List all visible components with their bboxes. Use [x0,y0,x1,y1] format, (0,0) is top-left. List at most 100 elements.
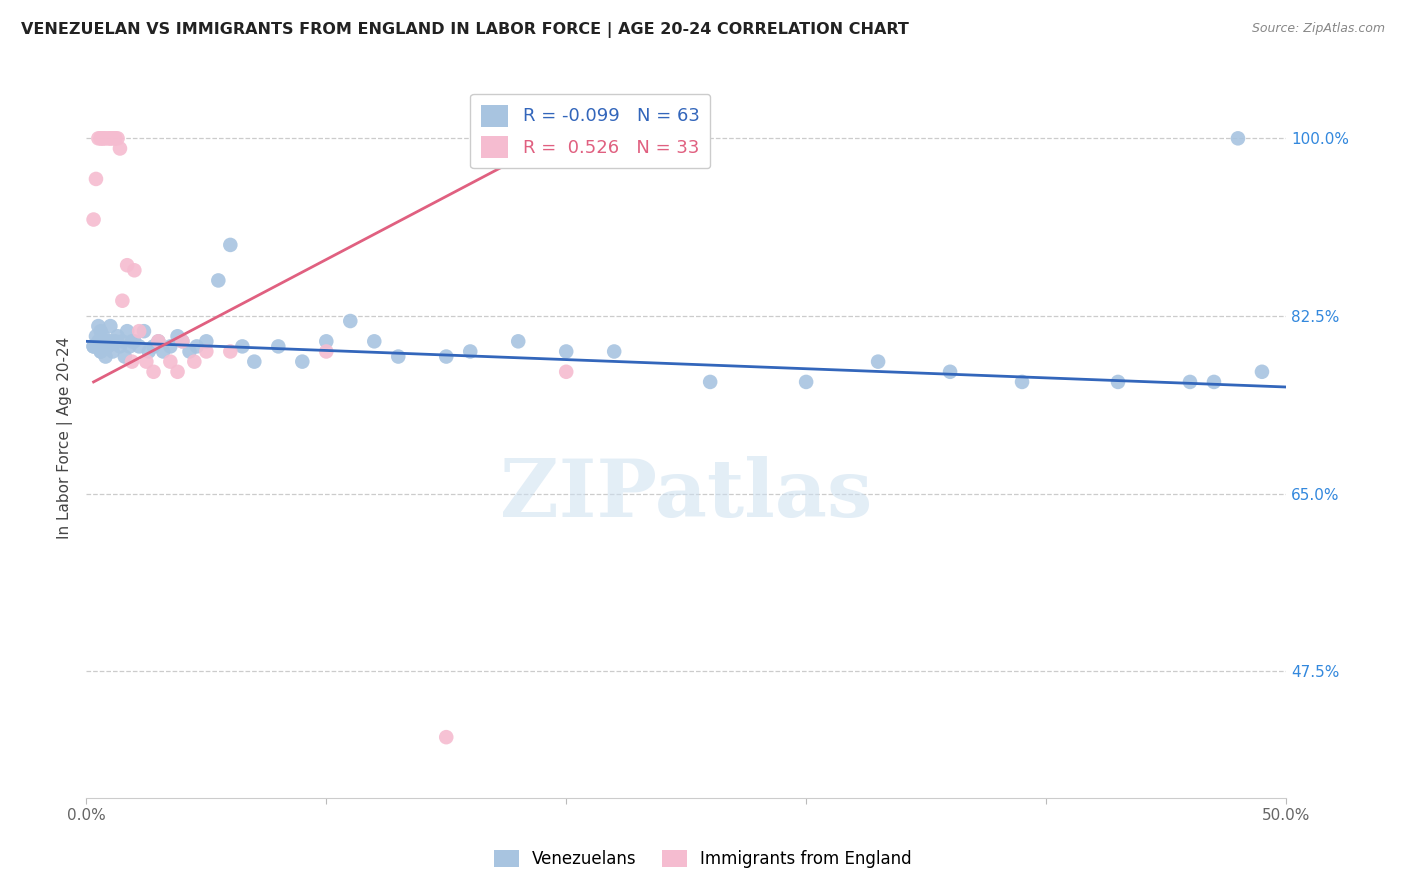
Point [868,354,890,368]
Point [87,131,110,145]
Point [97,131,120,145]
Text: Source: ZipAtlas.com: Source: ZipAtlas.com [1251,22,1385,36]
Text: VENEZUELAN VS IMMIGRANTS FROM ENGLAND IN LABOR FORCE | AGE 20-24 CORRELATION CHA: VENEZUELAN VS IMMIGRANTS FROM ENGLAND IN… [21,22,908,38]
Point [94,334,117,349]
Point [94,131,117,145]
Point [115,324,138,338]
Point [267,339,290,353]
Point [434,730,457,744]
Point [132,324,155,338]
Point [195,334,218,349]
Point [121,354,143,368]
Point [97,339,120,353]
Point [94,334,117,349]
Point [291,354,314,368]
Point [939,365,962,379]
Point [118,339,141,353]
Point [148,334,170,349]
Point [111,334,134,349]
Y-axis label: In Labor Force | Age 20-24: In Labor Force | Age 20-24 [58,336,73,539]
Point [207,273,229,287]
Point [98,319,121,334]
Point [172,334,194,349]
Point [219,238,242,252]
Point [91,131,114,145]
Point [84,172,107,186]
Point [135,354,157,368]
Point [104,334,127,349]
Point [434,350,457,364]
Point [108,141,131,155]
Point [98,334,121,349]
Point [699,375,721,389]
Point [101,131,124,145]
Point [83,212,105,227]
Point [315,334,337,349]
Point [104,131,127,145]
Point [90,344,112,359]
Point [195,344,218,359]
Point [108,339,131,353]
Point [87,319,110,334]
Point [179,344,201,359]
Point [124,263,146,277]
Point [138,344,160,359]
Point [90,324,112,338]
Point [603,344,626,359]
Point [91,329,114,343]
Point [128,339,150,353]
Point [1226,131,1249,145]
Point [94,350,117,364]
Point [315,344,337,359]
Point [508,334,530,349]
Point [84,329,107,343]
Point [555,344,578,359]
Point [115,258,138,272]
Point [243,354,266,368]
Point [91,131,114,145]
Point [148,334,170,349]
Point [1107,375,1129,389]
Point [152,344,174,359]
Point [458,344,481,359]
Point [98,131,121,145]
Point [90,344,112,359]
Point [107,131,129,145]
Point [555,365,578,379]
Point [90,131,112,145]
Point [90,131,112,145]
Legend: Venezuelans, Immigrants from England: Venezuelans, Immigrants from England [488,843,918,875]
Point [1251,365,1274,379]
Point [128,324,150,338]
Legend: R = -0.099   N = 63, R =  0.526   N = 33: R = -0.099 N = 63, R = 0.526 N = 33 [470,94,710,169]
Point [794,375,817,389]
Point [142,339,165,353]
Point [231,339,253,353]
Point [339,314,361,328]
Point [363,334,385,349]
Point [172,334,194,349]
Text: ZIPatlas: ZIPatlas [501,457,872,534]
Point [91,339,114,353]
Point [98,131,121,145]
Point [142,365,165,379]
Point [159,354,181,368]
Point [183,354,205,368]
Point [107,329,129,343]
Point [121,334,143,349]
Point [1202,375,1225,389]
Point [186,339,208,353]
Point [83,339,105,353]
Point [159,339,181,353]
Point [1178,375,1201,389]
Point [166,365,188,379]
Point [166,329,188,343]
Point [1011,375,1033,389]
Point [83,339,105,353]
Point [219,344,242,359]
Point [101,344,124,359]
Point [111,293,134,308]
Point [114,350,136,364]
Point [387,350,409,364]
Point [124,334,146,349]
